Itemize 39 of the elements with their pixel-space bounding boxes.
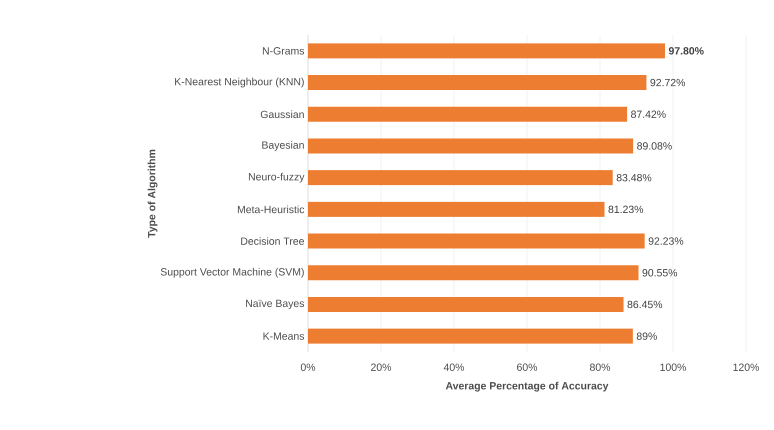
bar [308, 328, 633, 344]
y-tick-label: Naïve Bayes [246, 300, 304, 310]
bar [308, 75, 646, 90]
x-tick-label: 80% [590, 364, 610, 371]
data-label: 97.80% [668, 47, 704, 55]
data-label: 89.08% [637, 142, 672, 150]
x-tick-label: 100% [660, 364, 686, 371]
x-tick-label: 60% [517, 364, 538, 371]
data-label: 89% [636, 332, 657, 340]
x-tick-label: 120% [733, 364, 759, 371]
data-label: 90.55% [642, 269, 678, 276]
x-tick-label: 20% [371, 364, 392, 371]
data-label: 92.23% [648, 237, 684, 245]
bar [308, 265, 639, 280]
y-tick-label: Neuro-fuzzy [248, 172, 304, 183]
x-tick-label: 0% [300, 364, 316, 371]
y-axis-title: Type of Algorithm [148, 150, 158, 238]
y-tick-label: Decision Tree [241, 237, 304, 245]
y-tick-label: K-Nearest Neighbour (KNN) [175, 78, 304, 88]
data-label: 81.23% [608, 206, 644, 214]
data-label: 92.72% [650, 78, 686, 86]
x-axis-title: Average Percentage of Accuracy [446, 382, 608, 392]
y-tick-label: Support Vector Machine (SVM) [160, 268, 304, 278]
bar [308, 138, 634, 154]
bar [308, 296, 624, 312]
y-tick-label: Bayesian [262, 141, 304, 151]
data-label: 86.45% [628, 300, 662, 308]
bar [308, 43, 665, 58]
data-label: 83.48% [616, 174, 652, 182]
data-label: 87.42% [631, 110, 666, 118]
bar [308, 202, 604, 217]
bar [308, 170, 613, 186]
bar [308, 234, 645, 249]
y-tick-label: Meta-Heuristic [238, 206, 304, 214]
y-tick-label: Gaussian [260, 110, 304, 118]
bar [308, 106, 628, 122]
x-tick-label: 40% [444, 364, 464, 371]
y-tick-label: N-Grams [262, 47, 304, 55]
y-tick-label: K-Means [263, 332, 304, 340]
